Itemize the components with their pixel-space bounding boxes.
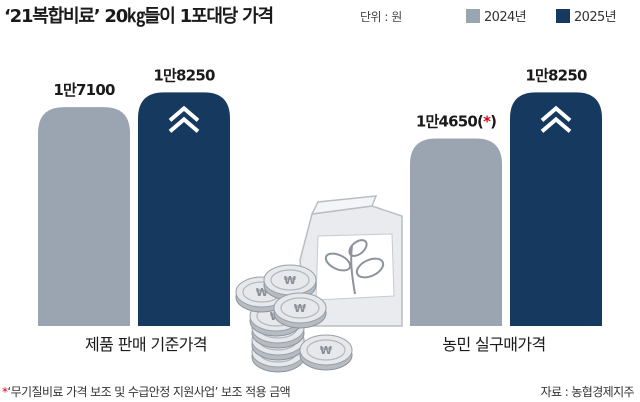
legend-swatch-2025 (556, 8, 570, 23)
coin-stack-illustration: ₩₩₩₩₩₩₩₩ (235, 264, 353, 373)
coin-icon: ₩ (273, 292, 327, 329)
data-label-2025-0: 1만8250 (153, 66, 215, 84)
double-chevron-up-icon (540, 105, 572, 133)
legend-item-2025: 2025년 (556, 6, 617, 25)
svg-text:₩: ₩ (284, 274, 296, 287)
bar-2025-0 (138, 92, 230, 327)
category-label-0: 제품 판매 기준가격 (85, 335, 207, 354)
bar-2024-0 (38, 107, 130, 327)
legend-label-2025: 2025년 (574, 10, 617, 25)
coin-icon: ₩ (263, 264, 317, 301)
unit-label: 단위 : 원 (360, 10, 402, 24)
bar-2025-1 (510, 92, 602, 327)
coin-icon: ₩ (299, 334, 353, 371)
footnote-star: * (2, 385, 8, 399)
data-label-2024-1: 1만4650(*) (416, 112, 496, 130)
footnote-text: ‘무기질비료 가격 보조 및 수급안정 지원사업’ 보조 적용 금액 (7, 385, 291, 399)
source-label: 자료 : 농협경제지주 (540, 385, 635, 399)
fertilizer-bag-illustration (299, 195, 403, 327)
data-label-2024-0: 1만7100 (53, 81, 115, 99)
labels-layer: 1만7100 1만4650(*) 1만8250 1만8250 제품 판매 기준가격 농민 … (53, 66, 587, 354)
svg-text:₩: ₩ (294, 302, 306, 315)
footnote: *‘무기질비료 가격 보조 및 수급안정 지원사업’ 보조 적용 금액 (2, 383, 291, 400)
bar-2024-1 (410, 138, 502, 326)
bars-layer (38, 92, 602, 327)
double-chevron-up-icon (168, 105, 200, 133)
legend-swatch-2024 (466, 8, 480, 23)
legend-item-2024: 2024년 (466, 6, 527, 25)
svg-text:₩: ₩ (320, 344, 332, 357)
data-label-2025-1: 1만8250 (525, 66, 587, 84)
chart-title: ‘21복합비료’ 20㎏들이 1포대당 가격 (4, 6, 274, 27)
category-label-1: 농민 실구매가격 (442, 335, 545, 354)
legend-label-2024: 2024년 (484, 10, 527, 25)
